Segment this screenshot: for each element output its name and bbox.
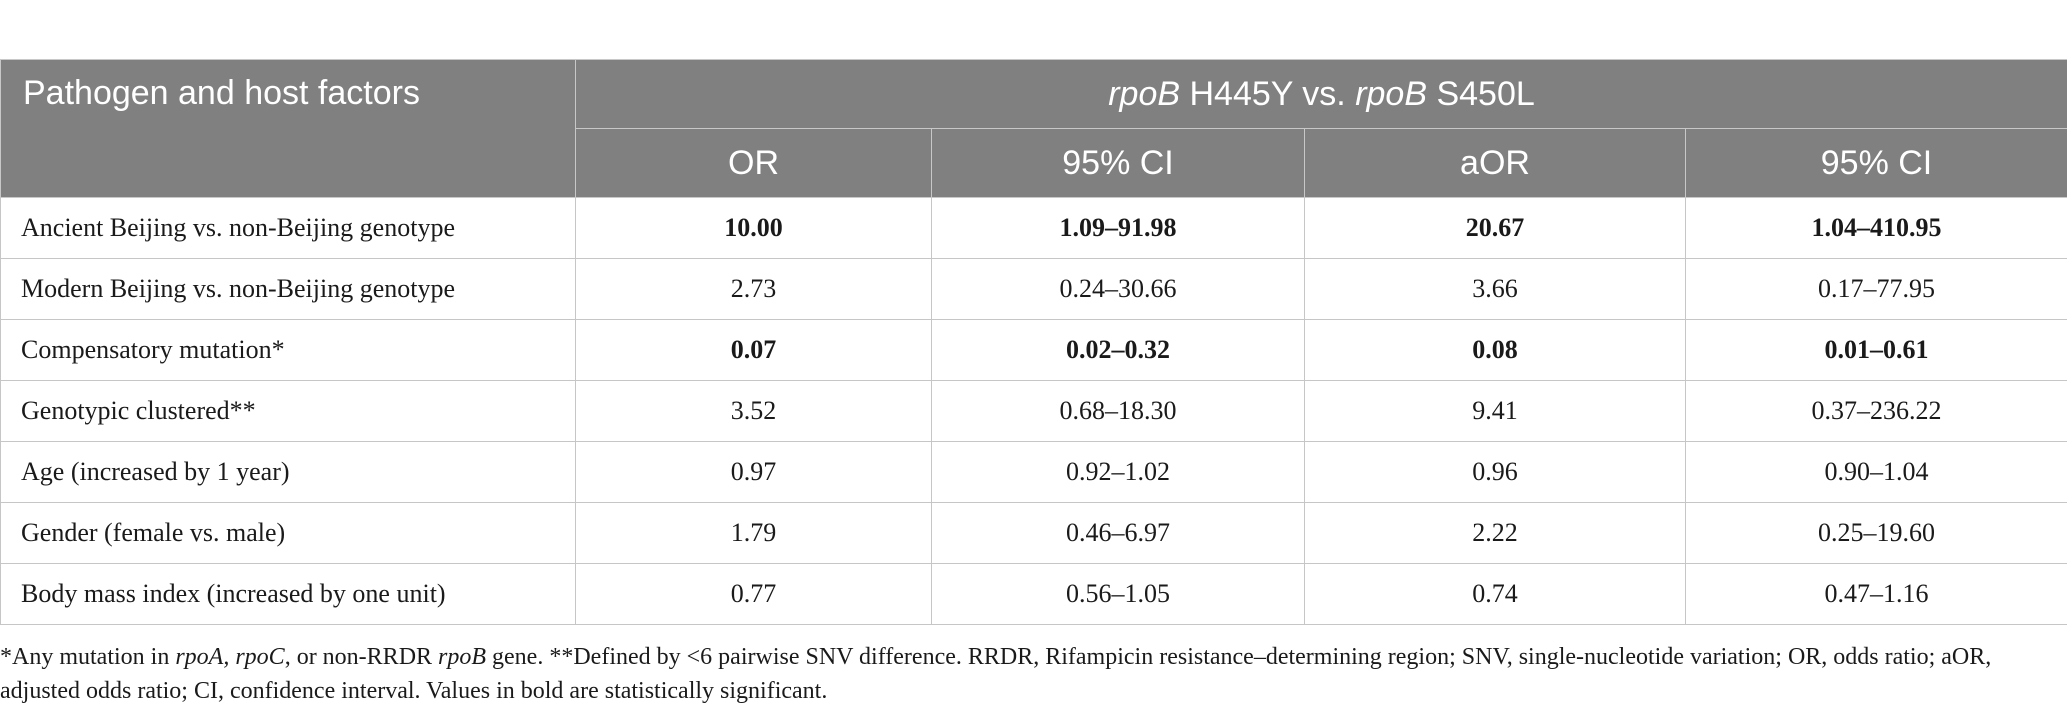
adjusted-ci-cell: 0.37–236.22 — [1685, 380, 2067, 442]
ci-cell: 0.46–6.97 — [931, 502, 1305, 564]
comparison-mid: H445Y vs. — [1180, 74, 1356, 113]
adjusted-ci-cell: 0.17–77.95 — [1685, 258, 2067, 320]
comparison-group-header: rpoB H445Y vs. rpoB S450L — [575, 59, 2067, 129]
factor-cell: Gender (female vs. male) — [0, 502, 576, 564]
aor-cell: 0.08 — [1304, 319, 1686, 381]
aor-cell: 3.66 — [1304, 258, 1686, 320]
factor-cell: Compensatory mutation* — [0, 319, 576, 381]
factor-cell: Body mass index (increased by one unit) — [0, 563, 576, 625]
ci-cell: 0.68–18.30 — [931, 380, 1305, 442]
or-cell: 0.97 — [575, 441, 932, 503]
factor-cell: Age (increased by 1 year) — [0, 441, 576, 503]
footnote-text-3: gene. **Defined by <6 pairwise SNV diffe… — [0, 644, 1992, 704]
gene-name-b: rpoB — [1355, 74, 1428, 113]
aor-cell: 20.67 — [1304, 197, 1686, 259]
or-header: OR — [575, 128, 932, 198]
or-cell: 0.07 — [575, 319, 932, 381]
ci-cell: 0.92–1.02 — [931, 441, 1305, 503]
factor-cell: Ancient Beijing vs. non-Beijing genotype — [0, 197, 576, 259]
adjusted-ci-header: 95% CI — [1685, 128, 2067, 198]
adjusted-ci-cell: 0.25–19.60 — [1685, 502, 2067, 564]
footnote-text-1: *Any mutation in — [0, 644, 176, 670]
factor-column-header: Pathogen and host factors — [0, 59, 576, 198]
table-row: Genotypic clustered** 3.52 0.68–18.30 9.41 0… — [0, 380, 2067, 442]
aor-cell: 0.74 — [1304, 563, 1686, 625]
footnote-text-2: , or non-RRDR — [284, 644, 439, 670]
table-row: Gender (female vs. male) 1.79 0.46–6.97 2.2… — [0, 502, 2067, 564]
ci-header: 95% CI — [931, 128, 1305, 198]
ci-cell: 0.56–1.05 — [931, 563, 1305, 625]
comparison-tail: S450L — [1427, 74, 1535, 113]
table-row: Ancient Beijing vs. non-Beijing genotype… — [0, 197, 2067, 259]
factor-cell: Genotypic clustered** — [0, 380, 576, 442]
ci-cell: 1.09–91.98 — [931, 197, 1305, 259]
adjusted-ci-cell: 0.90–1.04 — [1685, 441, 2067, 503]
aor-cell: 2.22 — [1304, 502, 1686, 564]
table-footnote: *Any mutation in rpoA, rpoC, or non-RRDR… — [0, 640, 2050, 708]
table-body: Ancient Beijing vs. non-Beijing genotype… — [0, 197, 2067, 625]
table-row: Body mass index (increased by one unit) 0… — [0, 563, 2067, 625]
adjusted-ci-cell: 1.04–410.95 — [1685, 197, 2067, 259]
table-row: Compensatory mutation* 0.07 0.02–0.32 0.08 0… — [0, 319, 2067, 381]
table-row: Modern Beijing vs. non-Beijing genotype 2… — [0, 258, 2067, 320]
factor-cell: Modern Beijing vs. non-Beijing genotype — [0, 258, 576, 320]
aor-header: aOR — [1304, 128, 1686, 198]
footnote-gene-1: rpoA, rpoC — [175, 644, 285, 670]
odds-ratio-table: Pathogen and host factors rpoB H445Y vs.… — [0, 59, 2067, 625]
or-cell: 1.79 — [575, 502, 932, 564]
table-header: Pathogen and host factors rpoB H445Y vs.… — [0, 59, 2067, 198]
aor-cell: 9.41 — [1304, 380, 1686, 442]
results-table-container: Pathogen and host factors rpoB H445Y vs.… — [0, 59, 2067, 625]
adjusted-ci-cell: 0.01–0.61 — [1685, 319, 2067, 381]
ci-cell: 0.02–0.32 — [931, 319, 1305, 381]
aor-cell: 0.96 — [1304, 441, 1686, 503]
adjusted-ci-cell: 0.47–1.16 — [1685, 563, 2067, 625]
or-cell: 10.00 — [575, 197, 932, 259]
gene-name-a: rpoB — [1108, 74, 1181, 113]
ci-cell: 0.24–30.66 — [931, 258, 1305, 320]
or-cell: 0.77 — [575, 563, 932, 625]
or-cell: 3.52 — [575, 380, 932, 442]
table-row: Age (increased by 1 year) 0.97 0.92–1.02 0.… — [0, 441, 2067, 503]
footnote-gene-2: rpoB — [438, 644, 487, 670]
or-cell: 2.73 — [575, 258, 932, 320]
